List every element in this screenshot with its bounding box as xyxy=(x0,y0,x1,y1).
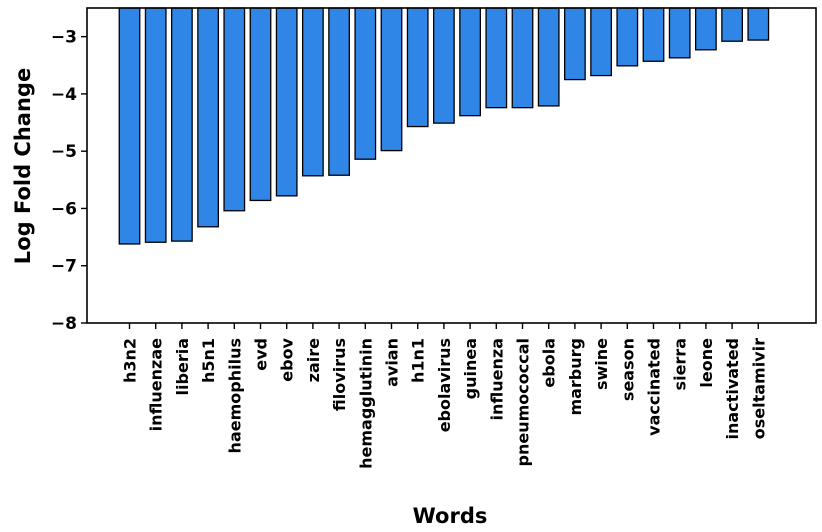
x-tick-label: inactivated xyxy=(723,338,742,439)
y-tick-label: −4 xyxy=(51,85,77,105)
x-tick-label: liberia xyxy=(173,338,192,395)
y-axis-label: Log Fold Change xyxy=(11,68,35,264)
bar-zaire xyxy=(301,7,324,177)
bar-h1n1 xyxy=(406,7,429,128)
y-tick-label: −3 xyxy=(51,28,77,48)
x-tick-label: pneumococcal xyxy=(514,338,533,466)
bars xyxy=(118,7,770,245)
x-tick-label: sierra xyxy=(671,338,690,390)
bar-h5n1 xyxy=(197,7,220,228)
x-tick-label: haemophilus xyxy=(225,338,244,453)
x-tick-label: leone xyxy=(697,338,716,388)
bar-inactivated xyxy=(721,7,743,42)
x-tick-label: influenza xyxy=(487,338,506,420)
x-tick-label: h1n1 xyxy=(409,338,428,383)
bar-marburg xyxy=(564,7,586,81)
x-tick-label: avian xyxy=(383,338,402,387)
x-tick-label: guinea xyxy=(461,338,480,399)
bar-ebolavirus xyxy=(432,7,455,124)
bar-leone xyxy=(695,7,717,51)
bar-influenzae xyxy=(144,7,167,243)
x-tick-label: hemagglutinin xyxy=(356,338,375,469)
x-tick-label: ebola xyxy=(540,338,559,388)
bar-season xyxy=(616,7,639,67)
bar-guinea xyxy=(459,7,482,117)
y-tick-label: −5 xyxy=(51,142,77,162)
x-tick-label: evd xyxy=(252,338,271,371)
bar-ebola xyxy=(537,7,560,107)
bar-oseltamivir xyxy=(747,7,770,41)
bar-haemophilus xyxy=(223,7,246,212)
y-tick-label: −7 xyxy=(51,257,77,277)
bar-pneumococcal xyxy=(511,7,534,109)
x-tick-label: h5n1 xyxy=(199,338,218,383)
plot-frame xyxy=(86,7,817,324)
x-axis-label: Words xyxy=(413,504,488,528)
bar-vaccinated xyxy=(642,7,665,62)
x-tick-label: influenzae xyxy=(147,338,166,431)
x-tick-label: filovirus xyxy=(330,338,349,411)
x-tick-label: season xyxy=(618,338,637,401)
bar-ebov xyxy=(275,7,298,197)
x-tick-label: vaccinated xyxy=(645,338,664,436)
x-tick-label: h3n2 xyxy=(121,338,140,383)
x-tick-label: ebolavirus xyxy=(435,338,454,432)
y-tick-label: −8 xyxy=(51,314,77,334)
bar-liberia xyxy=(170,7,193,242)
x-tick-label: swine xyxy=(592,338,611,390)
bar-influenza xyxy=(485,7,508,109)
y-tick-label: −6 xyxy=(51,199,77,219)
bar-h3n2 xyxy=(118,7,141,245)
bar-avian xyxy=(380,7,403,152)
bar-hemagglutinin xyxy=(354,7,377,160)
bar-evd xyxy=(249,7,272,202)
x-tick-label: ebov xyxy=(278,337,297,381)
x-axis: h3n2 influenzae liberia h5n1 haemophilus evd e… xyxy=(121,323,768,469)
x-tick-label: oseltamivir xyxy=(749,338,768,439)
x-tick-label: marburg xyxy=(566,338,585,416)
bar-sierra xyxy=(668,7,691,59)
bar-swine xyxy=(590,7,612,77)
x-tick-label: zaire xyxy=(304,338,323,382)
y-axis: −8 −7 −6 −5 −4 −3 xyxy=(51,28,87,334)
bar-filovirus xyxy=(328,7,351,176)
